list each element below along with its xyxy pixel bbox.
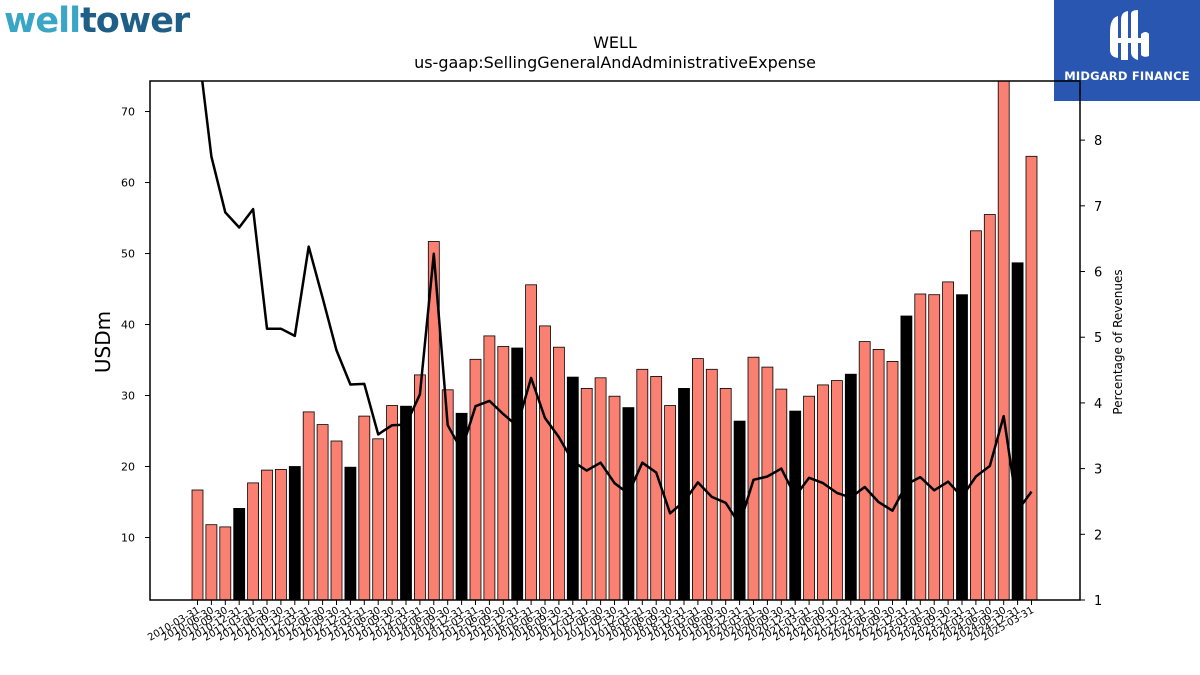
bar-2013-12-31 [400,405,412,600]
bar-2010-03-31 [191,489,204,600]
y2-tick-label: 8 [1094,134,1102,149]
bar-2018-06-30 [650,375,663,600]
y-tick-label: 10 [121,532,135,545]
bar-2013-03-31 [358,415,371,600]
bar-2024-09-30 [997,81,1010,600]
y2-tick-label: 5 [1094,331,1102,346]
bar-2022-09-30 [886,360,899,600]
percentage-of-revenues-line [201,81,1033,526]
bar-2016-12-31 [566,376,579,600]
bar-2017-06-30 [594,377,607,600]
logo-text-well: well [4,1,81,41]
bar-2022-12-31 [900,315,913,600]
bar-2018-09-30 [664,405,676,600]
y2-tick-label: 7 [1094,200,1102,215]
bar-2015-09-30 [497,346,510,600]
midgard-finance-logo: MIDGARD FINANCE [1054,0,1200,101]
bar-2024-03-31 [970,230,982,600]
bar-2024-12-31 [1011,262,1024,600]
bar-2019-06-30 [705,368,718,600]
bar-2020-06-30 [761,366,774,600]
bar-2023-06-30 [928,294,941,600]
y-tick-label: 60 [121,177,135,190]
bar-2016-09-30 [553,346,565,600]
bar-2012-06-30 [316,424,329,600]
bar-2014-06-30 [427,241,440,600]
bar-2011-06-30 [261,469,273,600]
bar-2010-12-31 [233,507,246,600]
bar-2021-03-31 [803,395,815,600]
bar-2011-12-31 [288,466,301,600]
chart-subtitle: us-gaap:SellingGeneralAndAdministrativeE… [414,53,816,72]
bar-2015-03-31 [469,358,482,600]
bar-2024-06-30 [983,214,996,600]
bar-2016-06-30 [539,325,551,600]
y-axis-label: USDm [91,311,115,373]
bar-2020-09-30 [775,388,788,600]
y-tick-label: 30 [121,390,135,403]
bar-2012-09-30 [330,440,343,600]
bar-2010-09-30 [219,526,232,600]
x-axis: 2010-03-312010-06-302010-09-302010-12-31… [146,600,1036,644]
bar-2016-03-31 [525,284,537,600]
bar-2011-03-31 [247,482,260,600]
y2-tick-label: 3 [1094,463,1102,478]
y-tick-label: 50 [121,248,135,261]
bar-2019-09-30 [719,387,732,600]
bar-2023-12-31 [956,294,968,600]
bar-2025-03-31 [1025,155,1038,600]
chart-title: WELL [593,33,637,52]
midgard-finance-name: MIDGARD FINANCE [1064,69,1190,83]
bar-2013-06-30 [372,438,385,600]
bar-2012-12-31 [344,466,357,600]
y2-tick-label: 6 [1094,266,1102,281]
y2-tick-label: 1 [1094,594,1102,609]
bar-2020-12-31 [789,410,802,600]
y-tick-label: 40 [121,319,135,332]
bar-2011-09-30 [274,468,287,600]
welltower-logo: welltower [4,1,190,41]
bar-2021-06-30 [817,384,829,600]
bar-2010-06-30 [205,524,218,600]
y-tick-label: 70 [121,106,135,119]
midgard-emblem-icon [1110,10,1149,60]
bar-2013-09-30 [386,405,399,600]
bar-2015-06-30 [483,335,496,600]
bar-2019-03-31 [692,358,704,600]
bar-2017-12-31 [622,407,635,600]
bar-2014-03-31 [413,374,426,600]
bar-2017-03-31 [580,387,593,600]
y2-tick-label: 2 [1094,528,1102,543]
bar-2012-03-31 [302,411,315,600]
logo-text-tower: tower [80,1,190,41]
y2-axis-label: Percentage of Revenues [1111,269,1125,414]
bar-2022-03-31 [858,341,871,600]
bar-2017-09-30 [608,395,621,600]
bar-2022-06-30 [872,348,885,600]
y-axis-left: 10 20 30 40 50 60 70 [121,106,150,545]
y-axis-right: 1 2 3 4 5 6 7 8 [1080,134,1102,609]
bar-2018-03-31 [636,368,649,600]
bar-2023-09-30 [942,281,954,600]
bar-2021-12-31 [844,373,857,600]
y2-tick-label: 4 [1094,397,1102,412]
bar-2015-12-31 [511,347,524,600]
bars-group [191,81,1038,600]
bar-2023-03-31 [914,293,927,600]
y-tick-label: 20 [121,461,135,474]
